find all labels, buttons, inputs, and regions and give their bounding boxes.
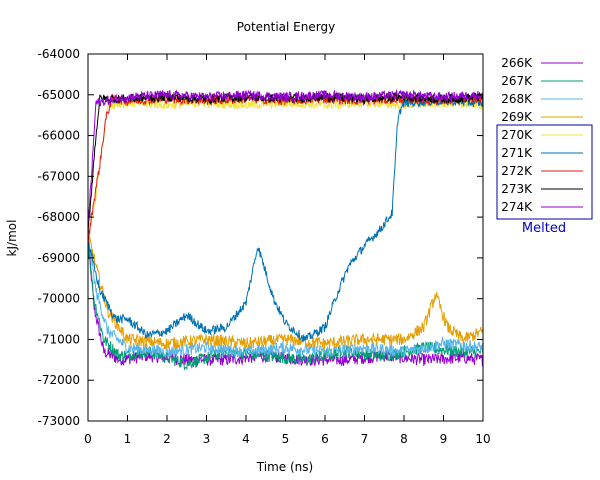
- series-line-273K: [87, 91, 484, 234]
- series-line-270K: [87, 97, 484, 238]
- legend-label-274K: 274K: [501, 200, 533, 214]
- x-tick-label: 3: [203, 432, 211, 446]
- y-axis: -73000 -72000 -71000 -70000 -69000 -68000 -670…: [37, 47, 483, 428]
- chart-title: Potential Energy: [237, 20, 335, 34]
- series-line-268K: [87, 229, 484, 359]
- y-tick-label: -65000: [37, 88, 80, 102]
- x-tick-label: 5: [282, 432, 290, 446]
- x-tick-label: 4: [242, 432, 250, 446]
- y-tick-label: -67000: [37, 169, 80, 183]
- legend-label-273K: 273K: [501, 182, 533, 196]
- y-tick-label: -72000: [37, 373, 80, 387]
- x-tick-label: 10: [475, 432, 490, 446]
- series-line-271K: [87, 95, 484, 343]
- legend-label-267K: 267K: [501, 74, 533, 88]
- melted-group-label: Melted: [522, 221, 566, 236]
- series-line-267K: [87, 241, 484, 371]
- x-tick-label: 9: [440, 432, 448, 446]
- y-tick-label: -68000: [37, 210, 80, 224]
- legend-label-268K: 268K: [501, 92, 533, 106]
- y-tick-label: -64000: [37, 47, 80, 61]
- y-axis-label: kJ/mol: [5, 220, 19, 257]
- x-tick-label: 7: [361, 432, 369, 446]
- series-line-272K: [87, 92, 484, 244]
- legend-label-271K: 271K: [501, 146, 533, 160]
- melted-group-box: [496, 124, 593, 220]
- x-tick-label: 1: [124, 432, 132, 446]
- y-tick-label: -69000: [37, 251, 80, 265]
- series-line-274K: [87, 88, 484, 223]
- x-tick-label: 6: [321, 432, 329, 446]
- x-axis-label: Time (ns): [256, 460, 313, 474]
- x-tick-label: 2: [163, 432, 171, 446]
- x-tick-label: 0: [84, 432, 92, 446]
- y-tick-label: -66000: [37, 129, 80, 143]
- plot-frame: [87, 53, 484, 422]
- x-tick-label: 8: [400, 432, 408, 446]
- y-tick-label: -73000: [37, 414, 80, 428]
- legend-label-270K: 270K: [501, 128, 533, 142]
- y-tick-label: -71000: [37, 332, 80, 346]
- legend-label-272K: 272K: [501, 164, 533, 178]
- y-tick-label: -70000: [37, 292, 80, 306]
- legend-label-269K: 269K: [501, 110, 533, 124]
- x-axis: 0 1 2 3 4 5 6 7 8 9 10: [84, 54, 491, 446]
- legend: 266K 267K 268K 269K 270K 271K 272K 273K 274K: [501, 56, 583, 214]
- plot-lines: [87, 88, 484, 371]
- series-line-269K: [87, 230, 484, 350]
- legend-label-266K: 266K: [501, 56, 533, 70]
